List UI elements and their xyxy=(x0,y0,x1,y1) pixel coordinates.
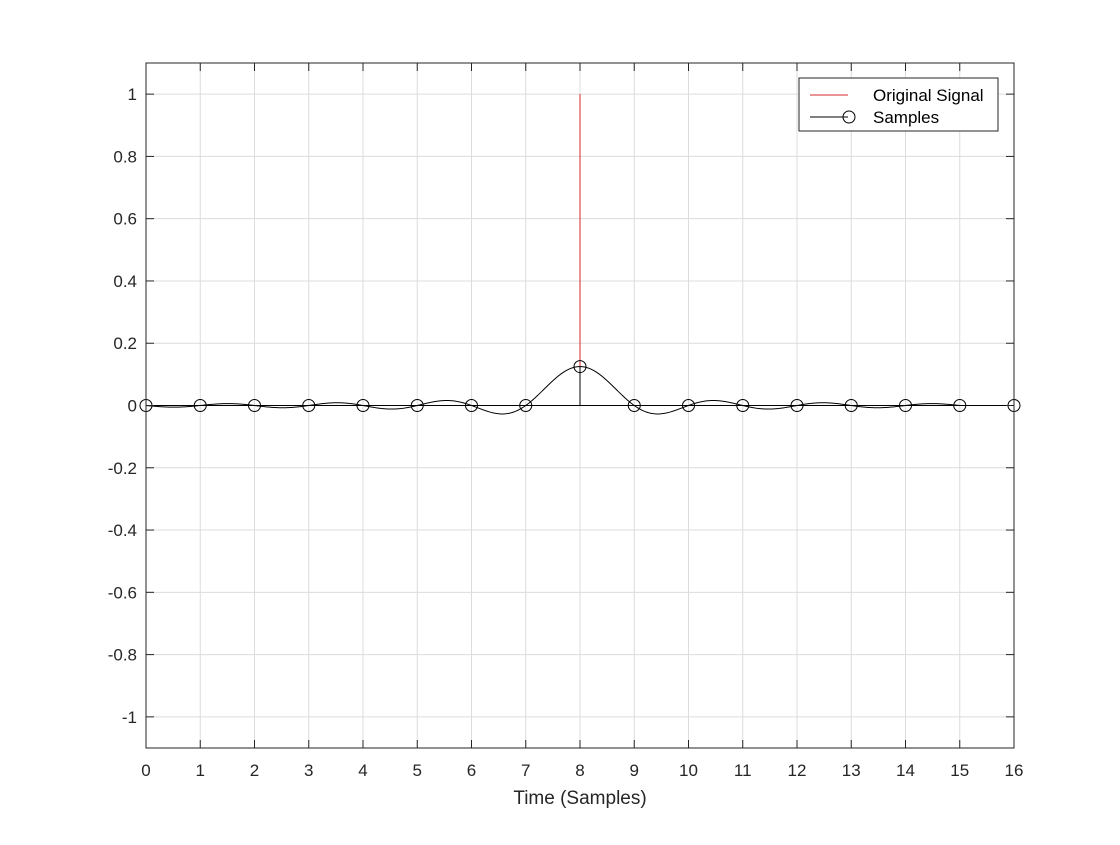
legend-box xyxy=(798,77,999,132)
x-tick-label: 0 xyxy=(141,761,150,780)
x-tick-label: 6 xyxy=(467,761,476,780)
sample-point xyxy=(519,399,533,412)
legend: Original Signal Samples xyxy=(798,77,999,132)
y-tick-label: 0 xyxy=(128,397,137,416)
x-tick-label: 11 xyxy=(734,761,752,780)
reconstruction-curve xyxy=(145,366,960,415)
sample-point xyxy=(899,399,912,412)
x-tick-label: 1 xyxy=(196,761,205,780)
sample-point xyxy=(410,399,424,412)
x-tick-label: 2 xyxy=(250,761,259,780)
y-tick-label: 1 xyxy=(128,85,137,104)
sample-point xyxy=(573,360,587,374)
ticks: 0 1 2 3 4 5 6 7 8 9 10 11 12 13 14 15 16-1-0.8-0.6-0.4-0… xyxy=(108,63,1024,780)
y-tick-label: 0.8 xyxy=(113,147,137,166)
y-tick-label: -1 xyxy=(122,708,137,727)
y-tick-label: 0.4 xyxy=(113,272,137,291)
y-tick-label: 0.6 xyxy=(113,210,137,229)
sample-point xyxy=(790,399,804,412)
x-tick-label: 5 xyxy=(413,761,422,780)
x-axis-label: Time (Samples) xyxy=(513,788,646,809)
y-tick-label: -0.2 xyxy=(108,459,137,478)
sample-point xyxy=(465,399,478,412)
sample-point xyxy=(682,399,695,412)
sample-point xyxy=(844,399,858,412)
y-tick-label: 0.2 xyxy=(113,334,137,353)
x-tick-label: 8 xyxy=(575,761,584,780)
y-tick-label: -0.8 xyxy=(108,646,137,665)
x-tick-label: 7 xyxy=(521,761,530,780)
y-tick-label: -0.4 xyxy=(108,521,137,540)
sample-point xyxy=(953,399,967,412)
sample-point xyxy=(356,399,370,412)
sample-point xyxy=(302,399,316,412)
x-tick-label: 9 xyxy=(630,761,639,780)
sample-point xyxy=(736,399,750,412)
legend-marker-samples xyxy=(842,110,856,124)
x-tick-label: 15 xyxy=(950,761,969,780)
x-tick-label: 3 xyxy=(304,761,313,780)
y-tick-label: -0.6 xyxy=(108,583,137,602)
x-tick-label: 10 xyxy=(679,761,698,780)
sample-point xyxy=(248,399,261,412)
sample-point xyxy=(627,399,641,412)
x-tick-label: 4 xyxy=(358,761,367,780)
legend-label-original-signal: Original Signal xyxy=(873,86,984,105)
x-tick-label: 14 xyxy=(896,761,915,780)
sample-point xyxy=(193,399,207,412)
x-tick-label: 12 xyxy=(788,761,807,780)
x-tick-label: 13 xyxy=(842,761,861,780)
x-tick-label: 16 xyxy=(1005,761,1024,780)
legend-label-samples: Samples xyxy=(873,108,939,127)
data-marks xyxy=(139,94,1021,415)
